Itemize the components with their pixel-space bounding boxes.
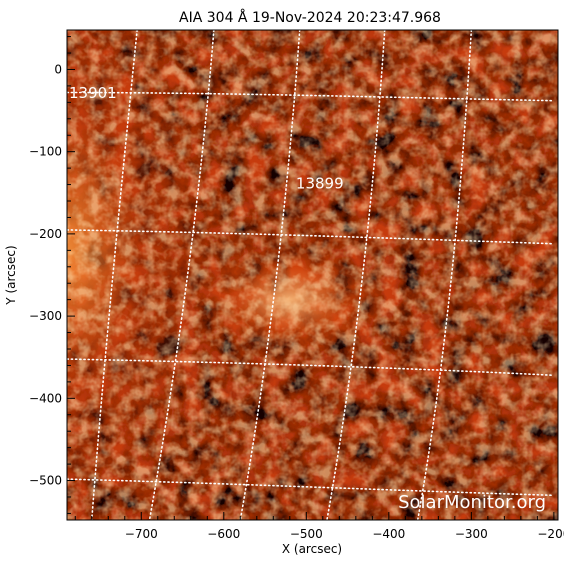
x-tick-label: −300	[455, 527, 488, 541]
y-axis: 0 −100 −200 −300 −400 −500	[29, 36, 75, 514]
y-tick-label: 0	[54, 62, 62, 76]
active-region-label: 13899	[296, 175, 344, 193]
watermark: SolarMonitor.org	[398, 492, 546, 513]
longitude-grid-line	[90, 30, 138, 520]
latitude-grid-line	[67, 358, 555, 377]
latitude-grid-line	[67, 229, 555, 245]
heliographic-grid	[67, 30, 555, 520]
longitude-grid-line	[416, 30, 473, 520]
y-tick-label: −400	[29, 391, 62, 405]
latitude-grid-line	[67, 478, 555, 497]
x-axis-label: X (arcsec)	[282, 542, 342, 556]
x-tick-label: −200	[537, 527, 564, 541]
x-tick-label: −600	[207, 527, 240, 541]
plot-frame	[66, 29, 559, 521]
y-tick-label: −200	[29, 227, 62, 241]
x-tick-label: −400	[372, 527, 405, 541]
y-tick-label: −300	[29, 309, 62, 323]
latitude-grid-line	[67, 91, 555, 102]
longitude-grid-line	[239, 30, 301, 520]
longitude-grid-line	[148, 30, 215, 520]
y-tick-label: −500	[29, 474, 62, 488]
y-axis-label: Y (arcsec)	[4, 245, 18, 305]
active-region-label: 13901	[69, 84, 117, 102]
x-tick-label: −700	[125, 527, 158, 541]
plot-title: AIA 304 Å 19-Nov-2024 20:23:47.968	[179, 9, 441, 26]
solar-image: 13901 13899 SolarMonitor.org	[67, 30, 558, 520]
active-region-brightening	[194, 244, 385, 355]
x-axis: −700 −600 −500 −400 −300 −200	[74, 512, 564, 541]
y-tick-label: −100	[29, 145, 62, 159]
x-tick-label: −500	[290, 527, 323, 541]
longitude-grid-line	[326, 30, 386, 520]
